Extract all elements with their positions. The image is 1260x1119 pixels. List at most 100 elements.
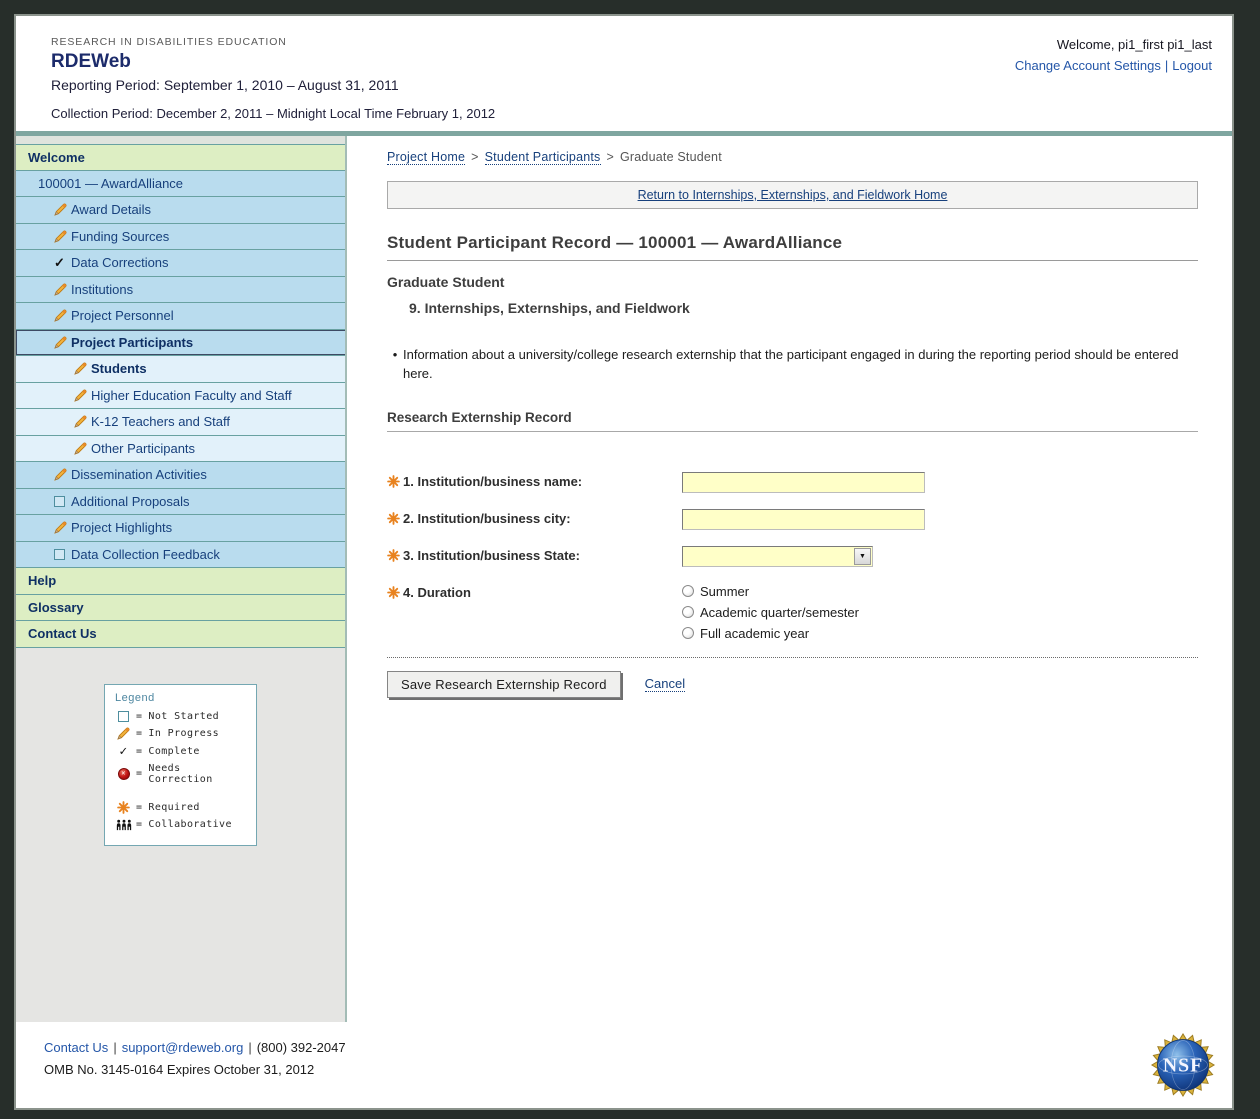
return-home-link[interactable]: Return to Internships, Externships, and …	[637, 188, 948, 202]
breadcrumb-student-participants[interactable]: Student Participants	[484, 150, 601, 165]
pencil-icon	[54, 283, 67, 296]
sidebar-item-project-participants[interactable]: Project Participants	[16, 329, 345, 356]
header: RESEARCH IN DISABILITIES EDUCATION RDEWe…	[16, 16, 1232, 131]
radio-button-icon[interactable]	[682, 606, 694, 619]
sidebar-item-label: Institutions	[71, 281, 134, 297]
sidebar-item-label: K-12 Teachers and Staff	[91, 414, 231, 430]
pencil-icon	[74, 415, 91, 429]
return-home-bar: Return to Internships, Externships, and …	[387, 181, 1198, 209]
radio-option-academic-quarter-semester[interactable]: Academic quarter/semester	[682, 605, 859, 620]
radio-option-full-academic-year[interactable]: Full academic year	[682, 626, 859, 641]
pencil-icon	[74, 389, 87, 402]
sidebar-item-project-personnel[interactable]: Project Personnel	[16, 303, 345, 330]
sidebar-item-project-highlights[interactable]: Project Highlights	[16, 515, 345, 542]
sidebar-item-label: Higher Education Faculty and Staff	[91, 387, 292, 403]
footer-email-link[interactable]: support@rdeweb.org	[121, 1040, 244, 1055]
pencil-icon	[74, 389, 91, 402]
bullet-glyph: •	[392, 347, 398, 362]
form-rows: 1. Institution/business name: 2. Institut…	[387, 471, 1198, 641]
legend-item-complete: ✓ = Complete	[115, 745, 248, 758]
sidebar-item-dissemination-activities[interactable]: Dissemination Activities	[16, 462, 345, 489]
asterisk-icon	[115, 800, 132, 814]
not-started-square-icon	[118, 710, 129, 722]
3-institution-business-state-select[interactable]: ▼	[682, 545, 873, 567]
radio-button-icon[interactable]	[682, 585, 694, 598]
legend-item-label: Not Started	[148, 710, 220, 722]
4-duration-radio-group: Summer Academic quarter/semester Full acad…	[682, 583, 859, 641]
form-row-1-institution-business-name: 1. Institution/business name:	[387, 471, 1198, 493]
pencil-icon	[74, 362, 87, 376]
logout-link[interactable]: Logout	[1172, 58, 1212, 73]
sidebar-filler: Legend = Not Started = In Progress ✓ = Complet…	[16, 647, 345, 1022]
pencil-icon	[74, 442, 87, 455]
square-icon	[54, 548, 71, 560]
pencil-icon	[54, 230, 67, 243]
sidebar-item-funding-sources[interactable]: Funding Sources	[16, 223, 345, 250]
field-label-text: 2. Institution/business city:	[403, 510, 571, 526]
footer-separator: |	[248, 1040, 252, 1055]
sidebar-item-label: 100001 — AwardAlliance	[38, 175, 184, 191]
required-asterisk-icon	[387, 474, 403, 488]
needs-correction-icon: ✕	[117, 767, 130, 780]
sidebar-item-other-participants[interactable]: Other Participants	[16, 435, 345, 462]
field-label: 4. Duration	[387, 583, 682, 600]
footer-phone: (800) 392-2047	[256, 1040, 346, 1055]
required-asterisk-icon	[387, 548, 400, 562]
sidebar-item-welcome[interactable]: Welcome	[16, 144, 345, 171]
legend-item-label: Needs Correction	[148, 762, 213, 785]
2-institution-business-city-input[interactable]	[682, 508, 925, 530]
form-row-3-institution-business-state: 3. Institution/business State: ▼	[387, 545, 1198, 567]
pencil-icon	[74, 442, 91, 455]
legend-item-needs-correction: ✕ = Needs Correction	[115, 763, 248, 785]
pencil-icon	[54, 283, 71, 296]
save-button[interactable]: Save Research Externship Record	[387, 670, 621, 698]
legend-item-label: Collaborative	[148, 819, 232, 830]
sidebar-item-data-collection-feedback[interactable]: Data Collection Feedback	[16, 541, 345, 568]
footer-contact-link[interactable]: Contact Us	[44, 1040, 109, 1055]
pencil-icon	[54, 203, 71, 217]
pencil-icon	[54, 309, 67, 323]
people-icon	[115, 819, 132, 831]
sidebar-item-institutions[interactable]: Institutions	[16, 276, 345, 303]
sidebar-item-contact-us[interactable]: Contact Us	[16, 621, 345, 648]
breadcrumb-project-home[interactable]: Project Home	[387, 150, 466, 165]
sidebar-item-award-details[interactable]: Award Details	[16, 197, 345, 224]
sidebar-item-help[interactable]: Help	[16, 568, 345, 595]
pencil-icon	[54, 309, 71, 323]
sidebar-item-additional-proposals[interactable]: Additional Proposals	[16, 488, 345, 515]
dropdown-arrow-button[interactable]: ▼	[854, 547, 871, 565]
program-eyebrow: RESEARCH IN DISABILITIES EDUCATION	[51, 36, 287, 48]
sidebar-item-100001-awardalliance[interactable]: 100001 — AwardAlliance	[16, 170, 345, 197]
field-label-text: 3. Institution/business State:	[403, 547, 580, 563]
sidebar-item-students[interactable]: Students	[16, 356, 345, 383]
radio-option-label: Summer	[700, 583, 750, 599]
radio-button-icon[interactable]	[682, 627, 694, 640]
pencil-icon	[74, 415, 87, 429]
sidebar-item-data-corrections[interactable]: ✓ Data Corrections	[16, 250, 345, 277]
legend-item-not-started: = Not Started	[115, 710, 248, 722]
form-actions: Save Research Externship Record Cancel	[387, 670, 1198, 698]
legend-equals: =	[136, 801, 143, 813]
change-account-settings-link[interactable]: Change Account Settings	[1014, 58, 1161, 73]
1-institution-business-name-input[interactable]	[682, 471, 925, 493]
check-icon: ✓	[115, 745, 132, 758]
sidebar: Welcome 100001 — AwardAlliance Award Detai…	[16, 136, 347, 1022]
sidebar-item-higher-education-faculty-and-staff[interactable]: Higher Education Faculty and Staff	[16, 382, 345, 409]
sidebar-item-glossary[interactable]: Glossary	[16, 594, 345, 621]
breadcrumb-separator: >	[471, 150, 479, 164]
sidebar-item-label: Data Collection Feedback	[71, 546, 220, 562]
cancel-link[interactable]: Cancel	[644, 676, 686, 693]
sidebar-item-label: Project Participants	[71, 334, 194, 350]
sidebar-top-strip	[16, 136, 345, 144]
legend-item-label: Complete	[148, 745, 200, 757]
radio-option-summer[interactable]: Summer	[682, 584, 859, 599]
breadcrumb: Project Home > Student Participants > Gradua…	[387, 150, 1198, 165]
sidebar-nav: Welcome 100001 — AwardAlliance Award Detai…	[16, 144, 345, 648]
radio-option-label: Full academic year	[700, 625, 810, 641]
sidebar-item-k-12-teachers-and-staff[interactable]: K-12 Teachers and Staff	[16, 409, 345, 436]
legend-title: Legend	[115, 691, 155, 704]
sidebar-item-label: Project Personnel	[71, 308, 174, 324]
collaborative-people-icon	[116, 819, 131, 830]
form-row-2-institution-business-city: 2. Institution/business city:	[387, 508, 1198, 530]
legend-item-collaborative: = Collaborative	[115, 819, 248, 831]
